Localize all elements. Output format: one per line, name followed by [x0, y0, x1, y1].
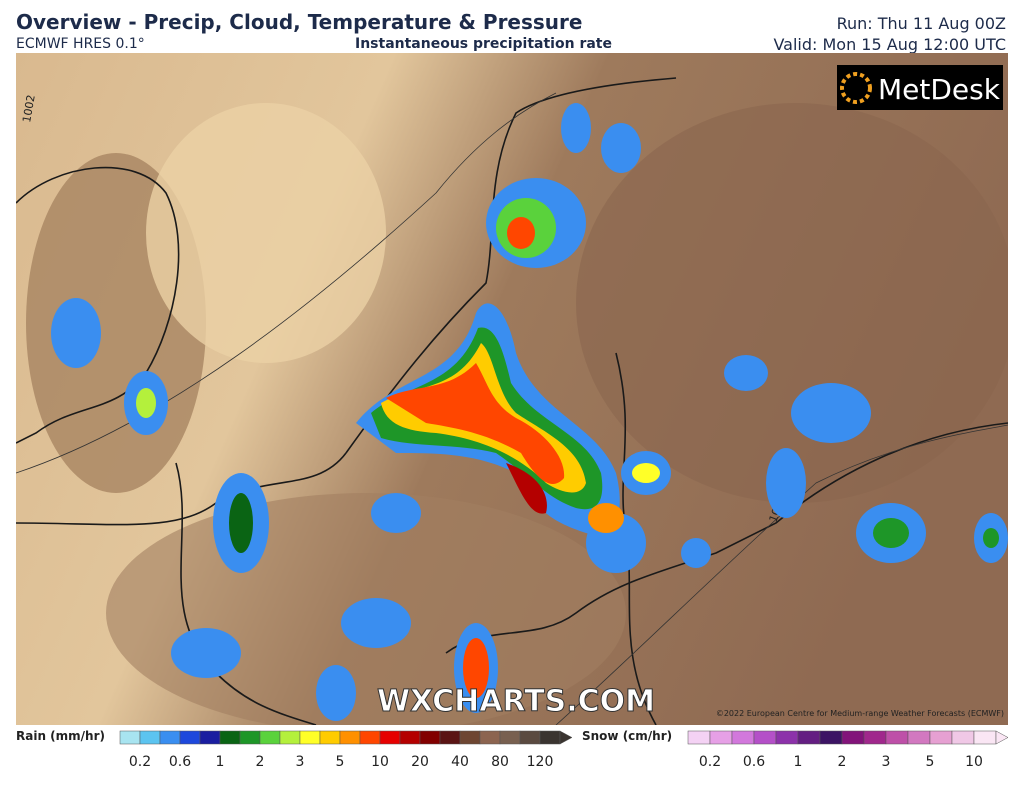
legend-swatch — [863, 730, 887, 745]
legend-swatch — [119, 730, 141, 745]
legend-swatch — [339, 730, 361, 745]
legend-tick: 80 — [491, 754, 509, 770]
legend-swatch — [819, 730, 843, 745]
legend-swatch — [973, 730, 997, 745]
copyright: ©2022 European Centre for Medium-range W… — [716, 709, 1004, 718]
legend-tick: 10 — [965, 754, 983, 770]
legend-swatch — [219, 730, 241, 745]
map: 1002 1006 MetDesk WXCHARTS.COM — [16, 53, 1008, 725]
legend-tick: 0.2 — [699, 754, 721, 770]
legend-swatch — [479, 730, 501, 745]
legend-arrow — [559, 730, 573, 745]
legend-tick: 5 — [336, 754, 345, 770]
legend-swatch — [687, 730, 711, 745]
run: Run: Thu 11 Aug 00Z — [836, 14, 1006, 33]
legend: Rain (mm/hr) 0.2 0.6 1 2 3 5 10 20 40 80 120 Snow (c… — [16, 729, 1009, 770]
legend-swatch — [159, 730, 181, 745]
legend-tick: 1 — [216, 754, 225, 770]
legend-swatch — [259, 730, 281, 745]
legend-swatch — [359, 730, 381, 745]
legend-swatch — [539, 730, 561, 745]
legend-swatch — [419, 730, 441, 745]
legend-swatch — [379, 730, 401, 745]
logo-box — [837, 65, 1003, 110]
legend-swatch — [459, 730, 481, 745]
terrain — [576, 103, 1008, 503]
legend-label: Snow (cm/hr) — [582, 729, 672, 743]
legend-tick: 2 — [838, 754, 847, 770]
legend-swatch — [797, 730, 821, 745]
model: ECMWF HRES 0.1° — [16, 36, 145, 52]
legend-tick: 2 — [256, 754, 265, 770]
isobar-label: 1002 — [20, 94, 38, 124]
legend-arrow — [995, 730, 1009, 745]
logo-icon — [840, 72, 872, 104]
legend-swatch — [199, 730, 221, 745]
title: Overview - Precip, Cloud, Temperature & … — [16, 10, 583, 34]
legend-tick: 1 — [794, 754, 803, 770]
legend-swatch — [399, 730, 421, 745]
legend-tick: 0.6 — [169, 754, 191, 770]
legend-tick: 3 — [296, 754, 305, 770]
legend-swatch — [139, 730, 161, 745]
legend-tick: 20 — [411, 754, 429, 770]
legend-swatch — [709, 730, 733, 745]
legend-tick: 10 — [371, 754, 389, 770]
legend-tick: 3 — [882, 754, 891, 770]
watermark: WXCHARTS.COM — [377, 684, 655, 719]
subtitle: Instantaneous precipitation rate — [355, 36, 612, 52]
legend-tick: 0.6 — [743, 754, 765, 770]
legend-tick: 0.2 — [129, 754, 151, 770]
legend-swatch — [731, 730, 755, 745]
legend-swatch — [439, 730, 461, 745]
legend-swatch — [885, 730, 909, 745]
legend-swatch — [319, 730, 341, 745]
legend-swatch — [929, 730, 953, 745]
legend-label: Rain (mm/hr) — [16, 729, 105, 743]
precipitation — [51, 103, 1008, 721]
legend-swatch — [179, 730, 201, 745]
legend-swatch — [775, 730, 799, 745]
legend-swatch — [951, 730, 975, 745]
legend-swatch — [753, 730, 777, 745]
terrain — [146, 103, 386, 363]
legend-tick: 5 — [926, 754, 935, 770]
legend-swatch — [907, 730, 931, 745]
valid: Valid: Mon 15 Aug 12:00 UTC — [773, 35, 1006, 54]
legend-tick: 40 — [451, 754, 469, 770]
logo: MetDesk — [878, 73, 1001, 106]
legend-swatch — [299, 730, 321, 745]
legend-swatch — [499, 730, 521, 745]
legend-swatch — [239, 730, 261, 745]
legend-swatch — [841, 730, 865, 745]
legend-swatch — [519, 730, 541, 745]
legend-swatch — [279, 730, 301, 745]
legend-tick: 120 — [527, 754, 554, 770]
